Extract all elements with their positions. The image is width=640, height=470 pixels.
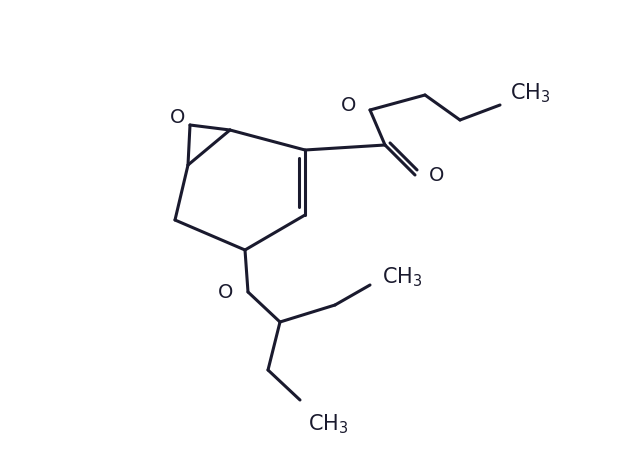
Text: O: O bbox=[429, 165, 444, 185]
Text: CH$_3$: CH$_3$ bbox=[308, 412, 349, 436]
Text: O: O bbox=[340, 95, 356, 115]
Text: O: O bbox=[170, 108, 186, 126]
Text: CH$_3$: CH$_3$ bbox=[510, 81, 550, 105]
Text: O: O bbox=[218, 282, 233, 301]
Text: CH$_3$: CH$_3$ bbox=[382, 265, 422, 289]
